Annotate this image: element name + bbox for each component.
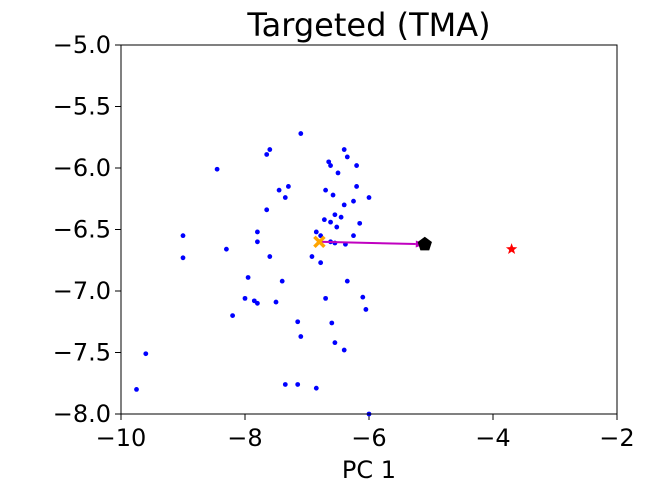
- x-axis-ticks: −10 −8 −6 −4 −2: [96, 414, 635, 452]
- data-point: [143, 351, 149, 357]
- data-point: [273, 299, 279, 305]
- data-point: [255, 229, 260, 235]
- y-tick-label: −8.0: [53, 400, 111, 428]
- data-point: [180, 233, 186, 239]
- data-point: [328, 163, 333, 168]
- data-point: [318, 233, 324, 239]
- data-point: [341, 202, 347, 208]
- data-point: [214, 166, 220, 172]
- data-point: [298, 334, 304, 339]
- start-marker: [313, 235, 326, 249]
- data-point: [354, 184, 359, 189]
- arrow-shaft: [319, 240, 416, 246]
- data-point: [318, 260, 324, 266]
- plot-frame: [120, 44, 618, 415]
- data-point: [245, 275, 251, 280]
- data-point: [332, 340, 338, 346]
- data-point: [134, 387, 139, 392]
- x-tick-label: −4: [475, 424, 510, 452]
- y-tick-label: −6.5: [53, 216, 111, 244]
- end-marker: [417, 236, 432, 251]
- data-point: [354, 163, 359, 168]
- data-point: [330, 192, 336, 198]
- data-point: [328, 219, 333, 225]
- data-point: [264, 207, 270, 213]
- x-tick-label: −10: [96, 424, 147, 452]
- data-point: [295, 382, 301, 387]
- data-point: [242, 295, 248, 301]
- data-point: [267, 147, 273, 152]
- x-tick-label: −2: [599, 424, 634, 452]
- data-point: [335, 170, 341, 176]
- data-point: [224, 246, 229, 252]
- data-point: [255, 300, 260, 306]
- data-point: [363, 307, 369, 312]
- data-point: [295, 319, 301, 325]
- data-point: [341, 347, 347, 353]
- target-marker: [505, 243, 518, 255]
- data-point: [298, 131, 304, 136]
- data-point: [329, 320, 335, 326]
- data-point: [334, 224, 340, 230]
- data-point: [264, 152, 270, 157]
- data-point: [351, 233, 356, 239]
- data-point: [282, 382, 288, 387]
- data-point: [286, 184, 291, 189]
- x-tick-label: −8: [227, 424, 262, 452]
- data-point: [282, 195, 288, 200]
- plot-area: [134, 131, 518, 417]
- data-point: [276, 187, 282, 193]
- data-point: [360, 294, 366, 300]
- x-axis-label: PC 1: [342, 456, 396, 484]
- data-point: [366, 195, 372, 200]
- data-point: [279, 278, 285, 284]
- x-tick-label: −6: [351, 424, 386, 452]
- data-point: [313, 229, 319, 235]
- chart-title: Targeted (TMA): [246, 6, 490, 44]
- y-axis-ticks: −5.0 −5.5 −6.0 −6.5 −7.0 −7.5 −8.0: [53, 31, 121, 428]
- data-point: [338, 214, 344, 220]
- data-point: [255, 239, 260, 245]
- y-tick-label: −5.5: [53, 93, 111, 121]
- data-point: [267, 254, 273, 259]
- data-point: [180, 255, 186, 261]
- y-tick-label: −7.0: [53, 277, 111, 305]
- data-point: [341, 147, 347, 152]
- data-point: [344, 154, 350, 160]
- data-point: [230, 313, 236, 318]
- data-point: [323, 187, 328, 193]
- data-point: [332, 212, 338, 218]
- data-point: [309, 254, 315, 259]
- data-point: [313, 385, 319, 391]
- data-point: [351, 198, 356, 204]
- data-point: [344, 278, 350, 284]
- data-point: [321, 217, 327, 223]
- y-tick-label: −7.5: [53, 339, 111, 367]
- data-point: [357, 220, 363, 226]
- data-point: [323, 295, 328, 301]
- y-tick-label: −6.0: [53, 154, 111, 182]
- data-point: [326, 159, 332, 165]
- y-tick-label: −5.0: [53, 31, 111, 59]
